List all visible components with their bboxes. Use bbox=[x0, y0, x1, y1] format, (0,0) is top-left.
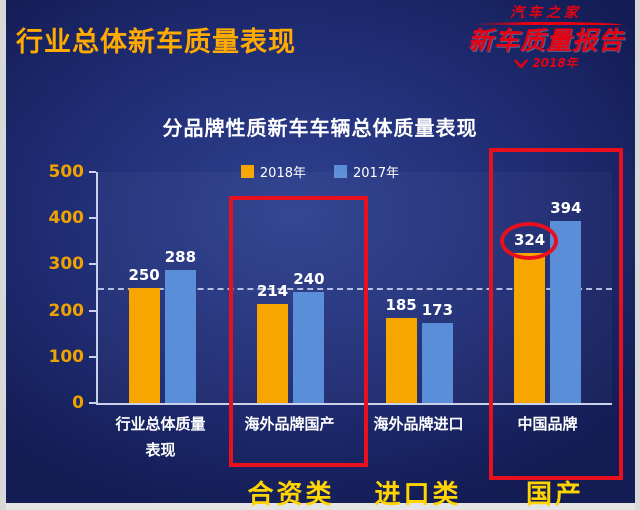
annotation-import: 进口类 bbox=[374, 480, 462, 510]
legend-swatch bbox=[240, 165, 254, 178]
y-axis-tick-label: 300 bbox=[48, 254, 85, 275]
highlight-box-joint-venture bbox=[229, 196, 368, 467]
logo-brand-text: 汽车之家 bbox=[509, 5, 582, 21]
bar-wrap: 240 bbox=[293, 172, 325, 403]
y-axis-tick-mark bbox=[89, 355, 96, 358]
category-label: 中国品牌 bbox=[517, 415, 578, 433]
logo-check-icon bbox=[514, 59, 529, 69]
chart-title: 分品牌性质新车车辆总体质量表现 bbox=[162, 116, 478, 140]
legend-item: 2018年 bbox=[240, 162, 306, 181]
bar-group: 250 288 bbox=[98, 172, 227, 403]
logo-swoosh-line bbox=[469, 22, 622, 26]
bar-wrap: 185 bbox=[385, 172, 417, 403]
highlight-box-domestic bbox=[489, 148, 623, 480]
bar bbox=[421, 323, 453, 403]
legend-item: 2017年 bbox=[334, 162, 399, 181]
bar-group: 185 173 bbox=[355, 172, 484, 403]
legend-swatch bbox=[334, 165, 347, 178]
bar bbox=[293, 292, 325, 403]
y-axis-tick-label: 200 bbox=[48, 300, 85, 321]
bar-wrap: 250 bbox=[128, 172, 160, 403]
bar-value-label: 394 bbox=[550, 198, 582, 217]
bar-value-label: 185 bbox=[385, 295, 417, 314]
bar-wrap: 214 bbox=[257, 172, 288, 403]
bar-wrap: 173 bbox=[422, 172, 453, 403]
bar bbox=[128, 287, 160, 403]
bar bbox=[514, 253, 546, 403]
annotation-joint-venture: 合资类 bbox=[247, 480, 335, 510]
category-label: 行业总体质量表现 bbox=[115, 415, 206, 459]
bar-group: 214 240 bbox=[227, 172, 356, 403]
y-axis-tick-mark bbox=[89, 309, 96, 312]
bar bbox=[385, 317, 417, 403]
y-axis-tick-label: 400 bbox=[48, 208, 85, 229]
bar-value-label: 214 bbox=[256, 282, 289, 301]
y-axis-tick-mark bbox=[89, 402, 96, 404]
category-labels: 行业总体质量表现 海外品牌国产 海外品牌进口 中国品牌 bbox=[96, 412, 612, 463]
y-axis-tick-label: 0 bbox=[72, 393, 84, 413]
logo-year-text: 2018年 bbox=[532, 55, 578, 70]
bar-groups: 250 288 214 240 185 173 324 394 bbox=[98, 172, 612, 403]
bar-value-label: 250 bbox=[128, 265, 160, 284]
reference-line bbox=[98, 287, 612, 290]
bar bbox=[257, 304, 289, 403]
logo-year-row: 2018年 bbox=[468, 55, 624, 71]
bar-value-label: 173 bbox=[421, 301, 454, 320]
bar-value-label: 240 bbox=[293, 270, 325, 289]
logo-report-text: 新车质量报告 bbox=[467, 26, 624, 56]
y-axis-tick-mark bbox=[89, 217, 96, 220]
y-axis-tick-label: 100 bbox=[48, 346, 85, 367]
bar bbox=[550, 220, 582, 403]
category-label: 海外品牌国产 bbox=[244, 415, 335, 433]
bar bbox=[164, 269, 196, 403]
bar-value-label: 288 bbox=[164, 247, 197, 266]
legend-label: 2017年 bbox=[353, 166, 400, 181]
y-axis-tick-mark bbox=[89, 263, 96, 266]
chart-legend: 2018年 2017年 bbox=[0, 162, 640, 181]
autohome-logo: 汽车之家 新车质量报告 2018年 bbox=[468, 5, 624, 71]
highlight-circle-324 bbox=[500, 222, 558, 260]
bar-wrap: 288 bbox=[165, 172, 196, 403]
legend-label: 2018年 bbox=[259, 166, 306, 181]
page-title: 行业总体新车质量表现 bbox=[16, 27, 296, 58]
category-label: 海外品牌进口 bbox=[373, 415, 464, 433]
bar-wrap: 394 bbox=[550, 172, 582, 403]
annotation-domestic: 国产 bbox=[525, 480, 585, 510]
